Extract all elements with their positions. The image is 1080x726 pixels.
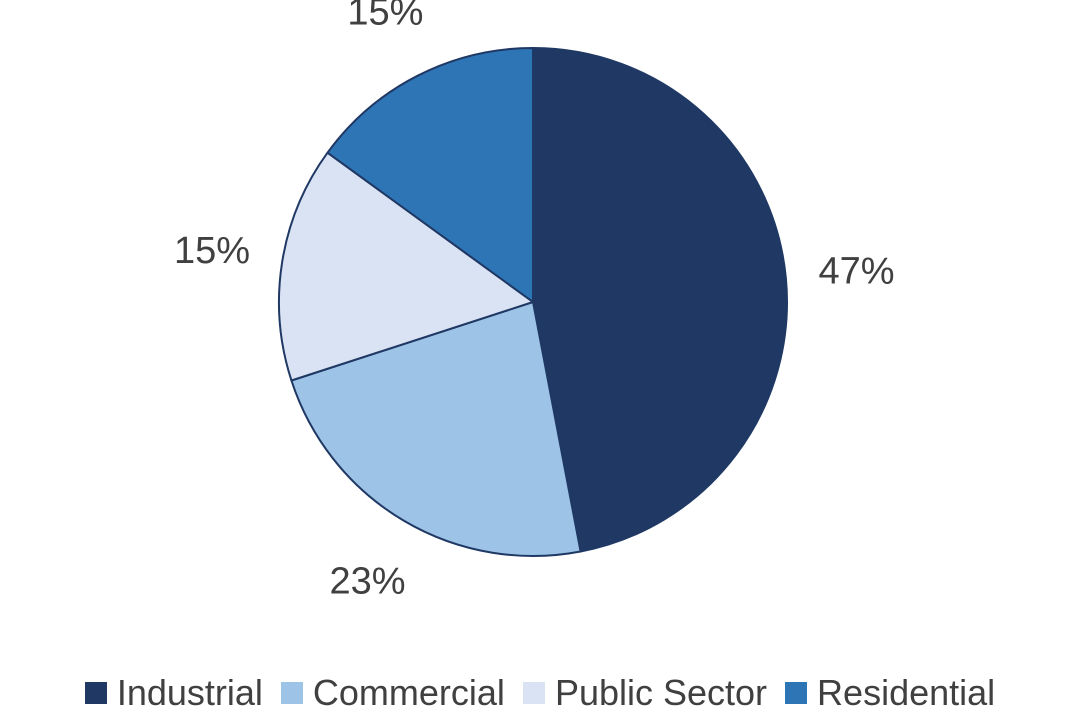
- legend-item-commercial: Commercial: [280, 672, 505, 714]
- legend-item-public-sector: Public Sector: [522, 672, 768, 714]
- chart-legend: Industrial Commercial Public Sector Resi…: [0, 668, 1080, 718]
- pie-slice-commercial: [290, 301, 582, 557]
- legend-label-commercial: Commercial: [312, 672, 505, 713]
- legend-label-public-sector: Public Sector: [554, 672, 768, 713]
- legend-swatch-residential: [785, 682, 808, 704]
- slice-label-commercial: 23%: [330, 561, 406, 603]
- slice-label-public-sector: 15%: [174, 230, 250, 272]
- legend-item-residential: Residential: [785, 672, 995, 714]
- slice-label-industrial: 47%: [819, 250, 895, 292]
- pie-slice-residential: [326, 47, 534, 303]
- pie-slice-industrial: [532, 47, 788, 553]
- legend-item-industrial: Industrial: [84, 672, 263, 714]
- legend-label-residential: Residential: [817, 672, 996, 713]
- legend-swatch-commercial: [280, 682, 303, 704]
- pie-slices: [278, 47, 788, 557]
- legend-swatch-industrial: [84, 682, 107, 704]
- legend-label-industrial: Industrial: [116, 672, 263, 713]
- pie-slice-public-sector: [278, 151, 534, 382]
- pie-slice-labels: 47% 23% 15% 15%: [174, 0, 895, 603]
- slice-label-residential: 15%: [347, 0, 423, 33]
- legend-swatch-public-sector: [522, 682, 545, 704]
